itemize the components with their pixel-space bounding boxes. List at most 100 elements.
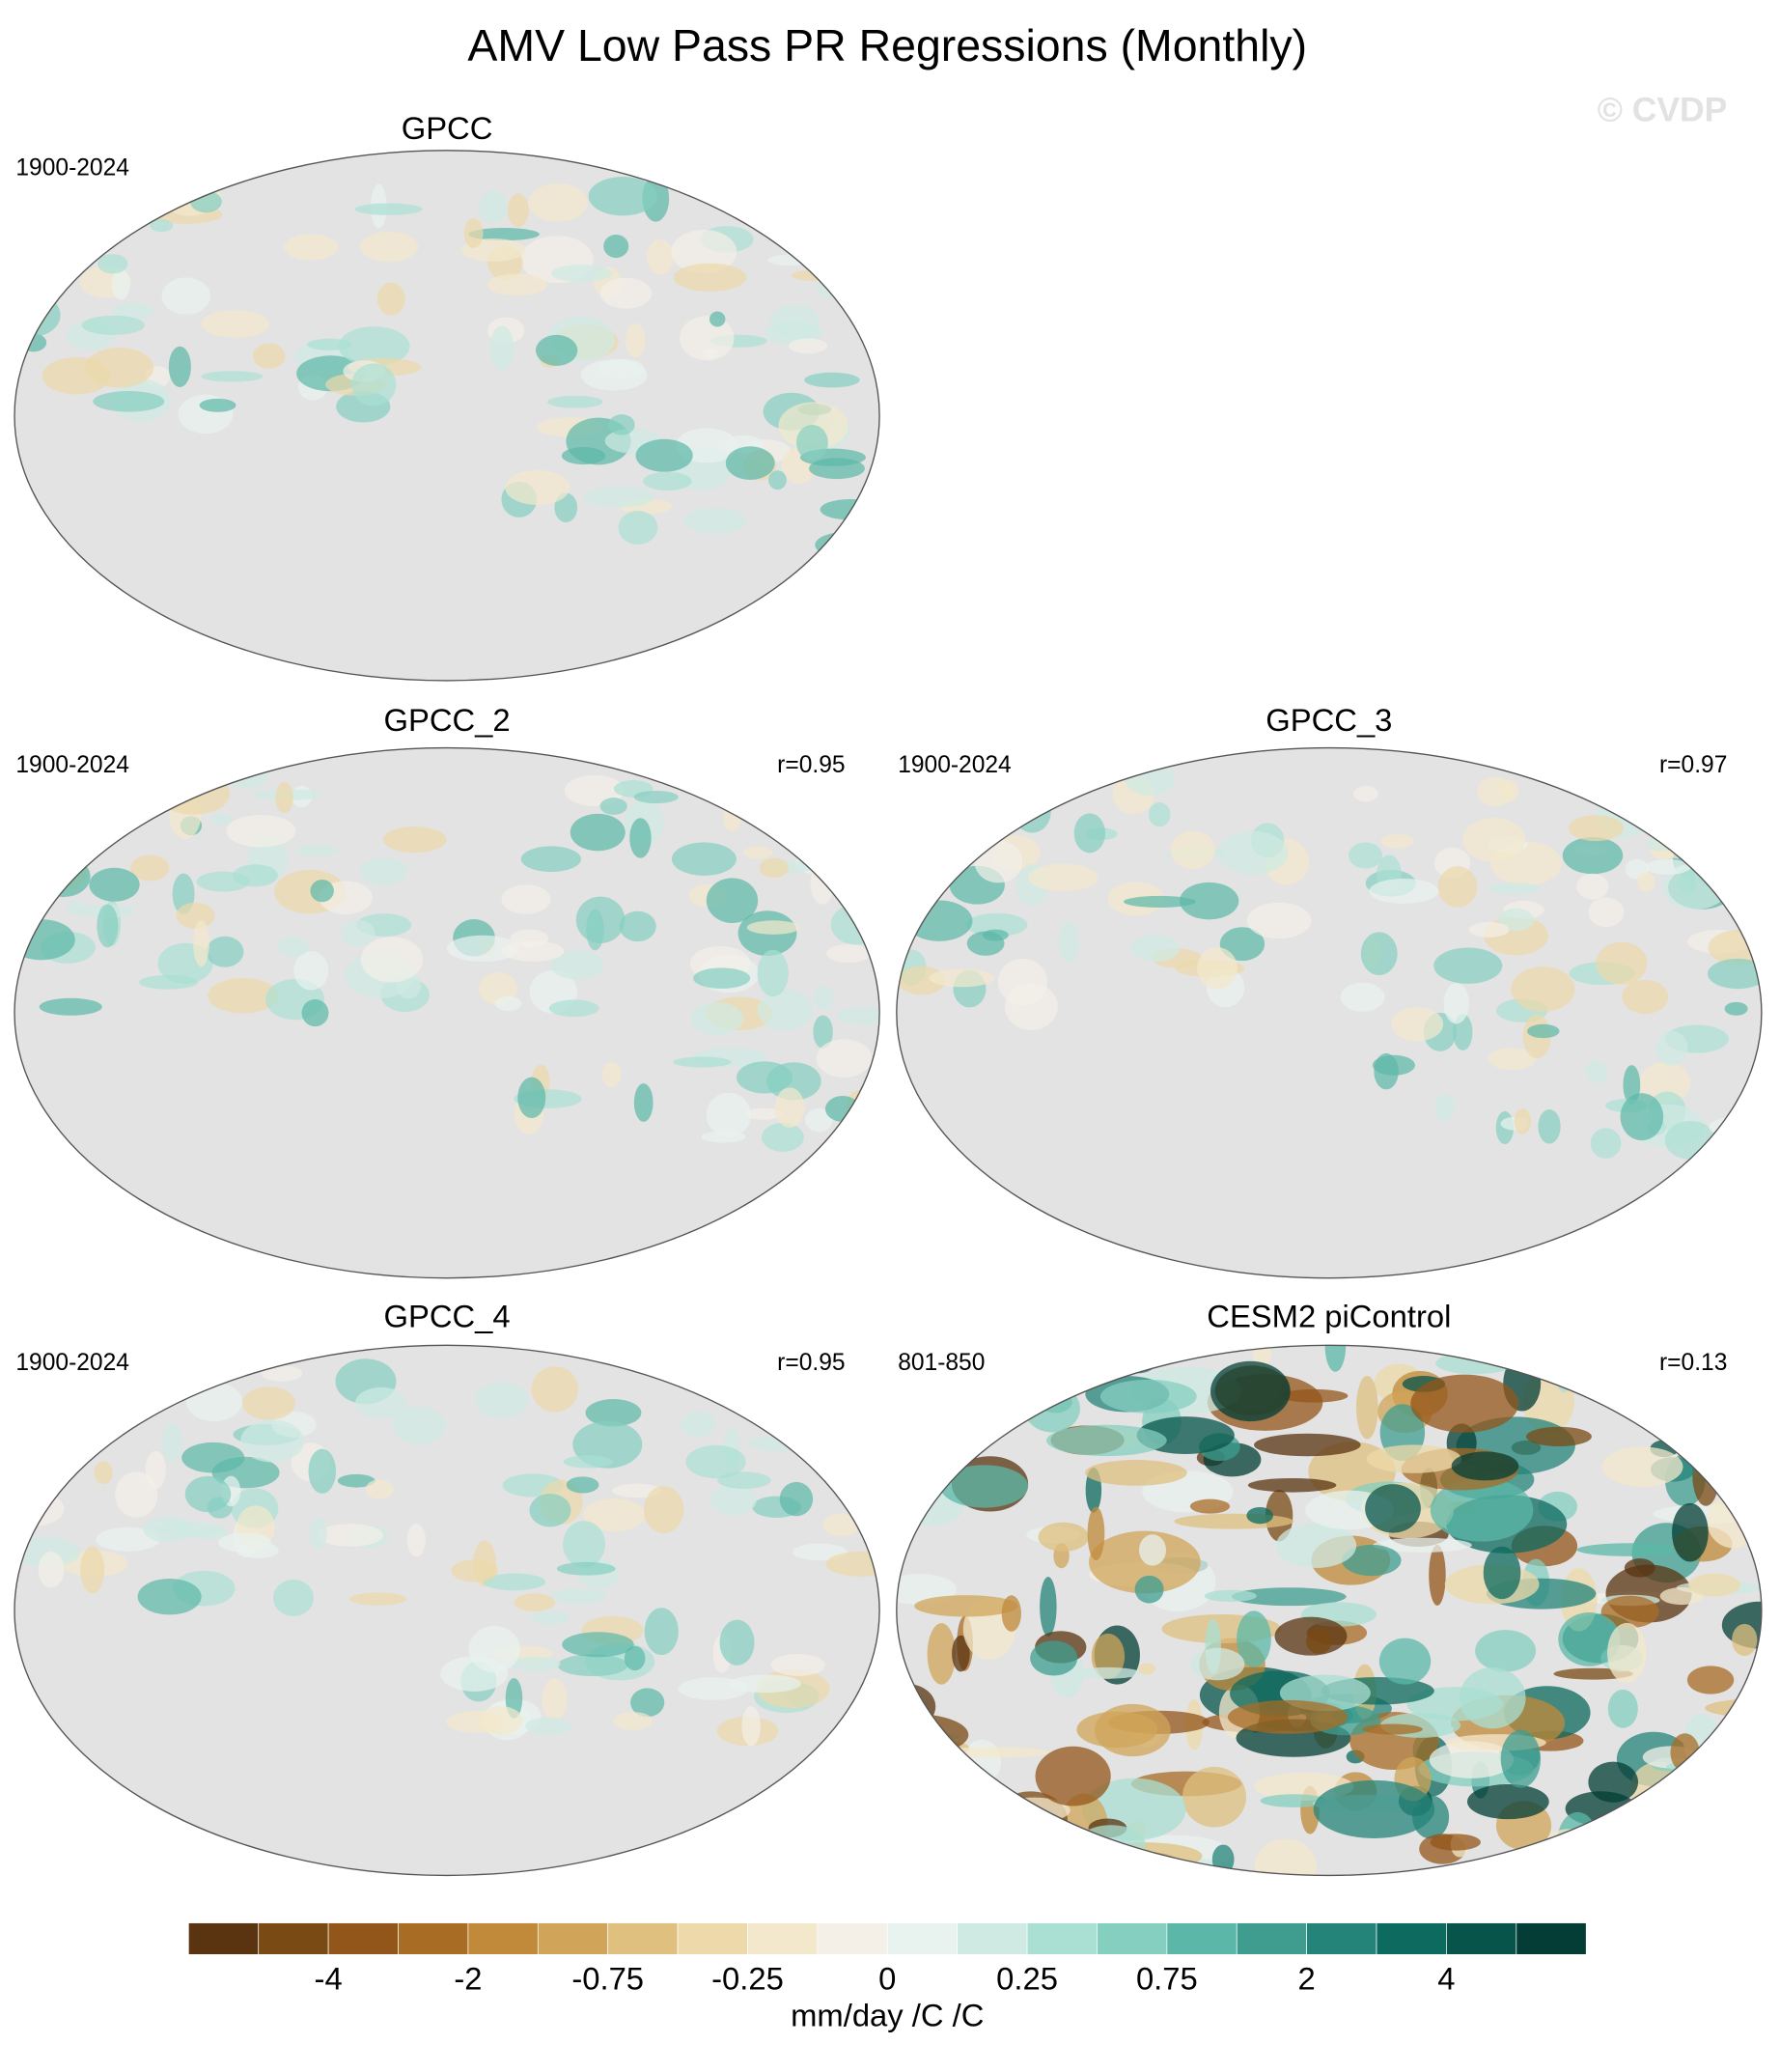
shade-patch — [1600, 1595, 1659, 1629]
colorbar-tick-label: -0.75 — [571, 1960, 644, 1996]
shade-patch — [478, 190, 508, 223]
shade-patch — [184, 1475, 232, 1513]
shade-patch — [1672, 1502, 1709, 1562]
shade-patch — [1624, 1558, 1655, 1578]
shade-patch — [683, 507, 748, 535]
shade-patch — [1708, 958, 1762, 990]
shade-patch — [625, 322, 646, 358]
shade-patch — [813, 815, 863, 850]
shade-patch — [1211, 1844, 1235, 1875]
shade-patch — [839, 1393, 871, 1436]
shade-patch — [1373, 1537, 1472, 1553]
shade-patch — [804, 372, 860, 388]
shade-patch — [548, 999, 599, 1018]
shade-patch — [139, 974, 199, 990]
shade-patch — [218, 1532, 272, 1553]
shade-patch — [852, 1726, 871, 1740]
shade-patch — [685, 1444, 746, 1479]
shade-patch — [644, 1608, 679, 1656]
shade-patch — [1217, 830, 1289, 875]
shade-patch — [554, 492, 578, 522]
colorbar-tick-label: 2 — [1298, 1960, 1316, 1996]
shade-patch — [725, 446, 775, 480]
shade-patch — [1716, 1822, 1762, 1856]
shade-patch — [896, 1745, 931, 1796]
shade-patch — [1601, 1446, 1683, 1487]
shade-patch — [1645, 859, 1691, 875]
shade-patch — [97, 186, 150, 207]
shade-patch — [261, 1365, 303, 1382]
shade-patch — [125, 1375, 148, 1408]
shade-patch — [1639, 1061, 1691, 1104]
watermark: © CVDP — [1598, 91, 1728, 129]
shade-patch — [224, 763, 269, 789]
shade-patch — [360, 937, 424, 983]
shade-patch — [904, 1406, 938, 1439]
shade-patch — [1076, 1825, 1146, 1865]
shade-patch — [808, 458, 865, 480]
colorbar-box — [327, 1922, 399, 1955]
shade-patch — [1632, 1367, 1654, 1417]
shade-patch — [582, 486, 655, 508]
shade-patch — [1466, 1783, 1549, 1820]
shade-patch — [905, 1372, 991, 1416]
shade-patch — [210, 813, 234, 826]
shade-patch — [1087, 1506, 1105, 1560]
shade-patch — [1013, 790, 1051, 833]
shade-patch — [1724, 1001, 1748, 1016]
shade-patch — [834, 862, 858, 886]
shade-patch — [583, 1498, 646, 1532]
shade-patch — [111, 267, 130, 300]
shade-patch — [896, 1713, 969, 1756]
shade-patch — [997, 958, 1048, 1006]
shade-patch — [1588, 1761, 1639, 1803]
shade-patch — [1443, 983, 1469, 1024]
shade-patch — [80, 1546, 105, 1594]
shade-patch — [14, 1381, 81, 1417]
shade-patch — [150, 219, 174, 233]
shade-patch — [898, 1469, 947, 1497]
shade-patch — [14, 919, 75, 961]
shade-patch — [514, 1593, 556, 1611]
shade-patch — [392, 1406, 446, 1445]
figure-title: AMV Low Pass PR Regressions (Monthly) — [467, 20, 1307, 70]
shade-patch — [779, 1481, 814, 1517]
panel-title: GPCC_3 — [1265, 702, 1392, 738]
colorbar-box — [398, 1922, 469, 1955]
shade-patch — [1324, 1345, 1347, 1372]
shade-patch — [1668, 1816, 1723, 1849]
shade-patch — [909, 836, 968, 853]
shade-patch — [20, 1458, 50, 1493]
shade-patch — [633, 790, 679, 804]
shade-patch — [208, 978, 279, 1014]
shade-patch — [64, 1386, 124, 1430]
shade-patch — [206, 936, 244, 967]
shade-patch — [1670, 1733, 1700, 1773]
colorbar-box — [1516, 1922, 1587, 1955]
shade-patch — [1260, 1794, 1327, 1807]
colorbar-box — [187, 1922, 260, 1955]
shade-patch — [965, 912, 1028, 938]
shade-patch — [30, 213, 92, 254]
shade-patch — [338, 326, 410, 367]
shade-patch — [1342, 1544, 1402, 1577]
shade-patch — [1356, 1376, 1378, 1440]
colorbar-box — [1446, 1922, 1517, 1955]
shade-patch — [1073, 1666, 1141, 1679]
colorbar-box — [258, 1922, 329, 1955]
shade-patch — [293, 951, 329, 991]
shade-patch — [770, 1654, 825, 1676]
shade-patch — [1629, 1761, 1686, 1819]
shade-patch — [1305, 1629, 1332, 1654]
shade-patch — [1197, 947, 1238, 990]
shade-patch — [317, 1524, 384, 1547]
shade-patch — [1476, 776, 1515, 806]
shade-patch — [161, 1422, 182, 1463]
shade-patch — [693, 967, 751, 989]
shade-patch — [814, 985, 834, 1010]
shade-patch — [1588, 897, 1625, 928]
shade-patch — [1607, 1622, 1647, 1684]
shade-patch — [822, 1513, 860, 1537]
shade-patch — [1596, 941, 1648, 985]
shade-patch — [310, 879, 334, 903]
